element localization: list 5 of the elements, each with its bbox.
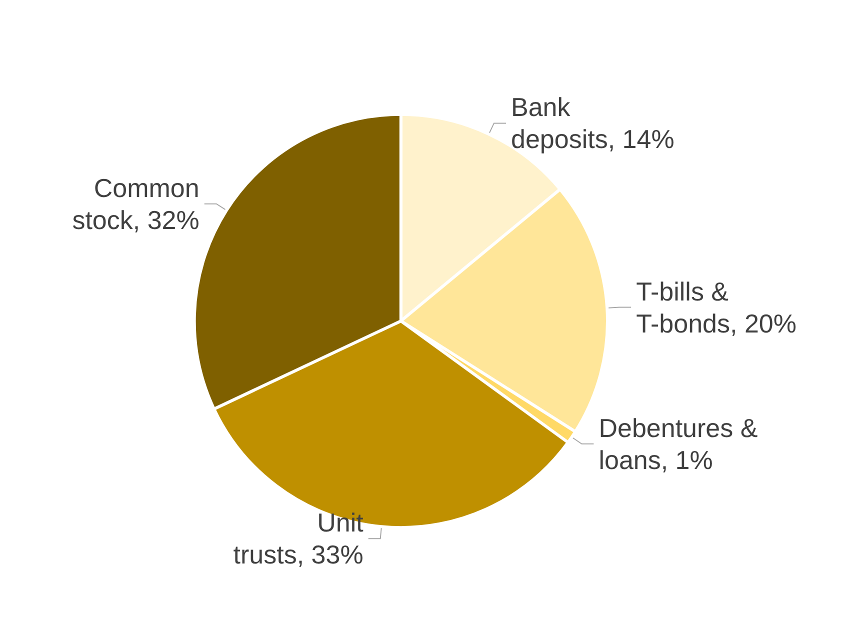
slice-label: Unit trusts, 33% [233, 508, 364, 570]
slice-label: Debentures & loans, 1% [598, 412, 758, 475]
slice-label: Bank deposits, 14% [510, 92, 674, 154]
slice-label: Common stock, 32% [72, 172, 200, 235]
slice-label: T-bills & T-bonds, 20% [636, 276, 797, 338]
